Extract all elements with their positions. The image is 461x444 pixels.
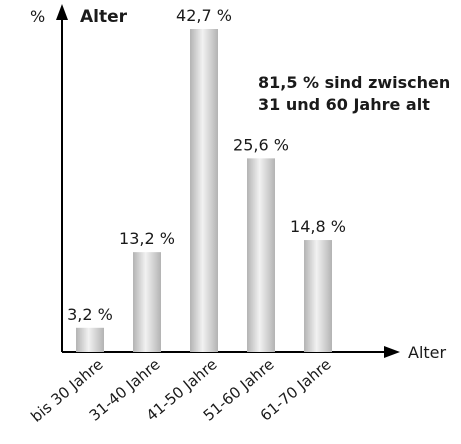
bar-41-50: [190, 29, 218, 352]
bar-51-60: [247, 158, 275, 352]
value-label-61-70: 14,8 %: [290, 217, 346, 236]
value-label-51-60: 25,6 %: [233, 135, 289, 154]
x-axis-label: Alter: [408, 343, 447, 362]
y-axis-label: %: [30, 7, 45, 26]
bar-31-40: [133, 252, 161, 352]
value-label-bis-30: 3,2 %: [67, 305, 113, 324]
value-label-31-40: 13,2 %: [119, 229, 175, 248]
bar-bis-30: [76, 327, 104, 352]
x-axis-arrow: [384, 346, 400, 358]
bar-61-70: [304, 240, 332, 352]
annotation-line-1: 81,5 % sind zwischen: [258, 73, 450, 92]
y-axis-arrow: [56, 4, 68, 20]
value-label-41-50: 42,7 %: [176, 6, 232, 25]
chart-title: Alter: [80, 7, 128, 27]
annotation-line-2: 31 und 60 Jahre alt: [258, 95, 430, 114]
